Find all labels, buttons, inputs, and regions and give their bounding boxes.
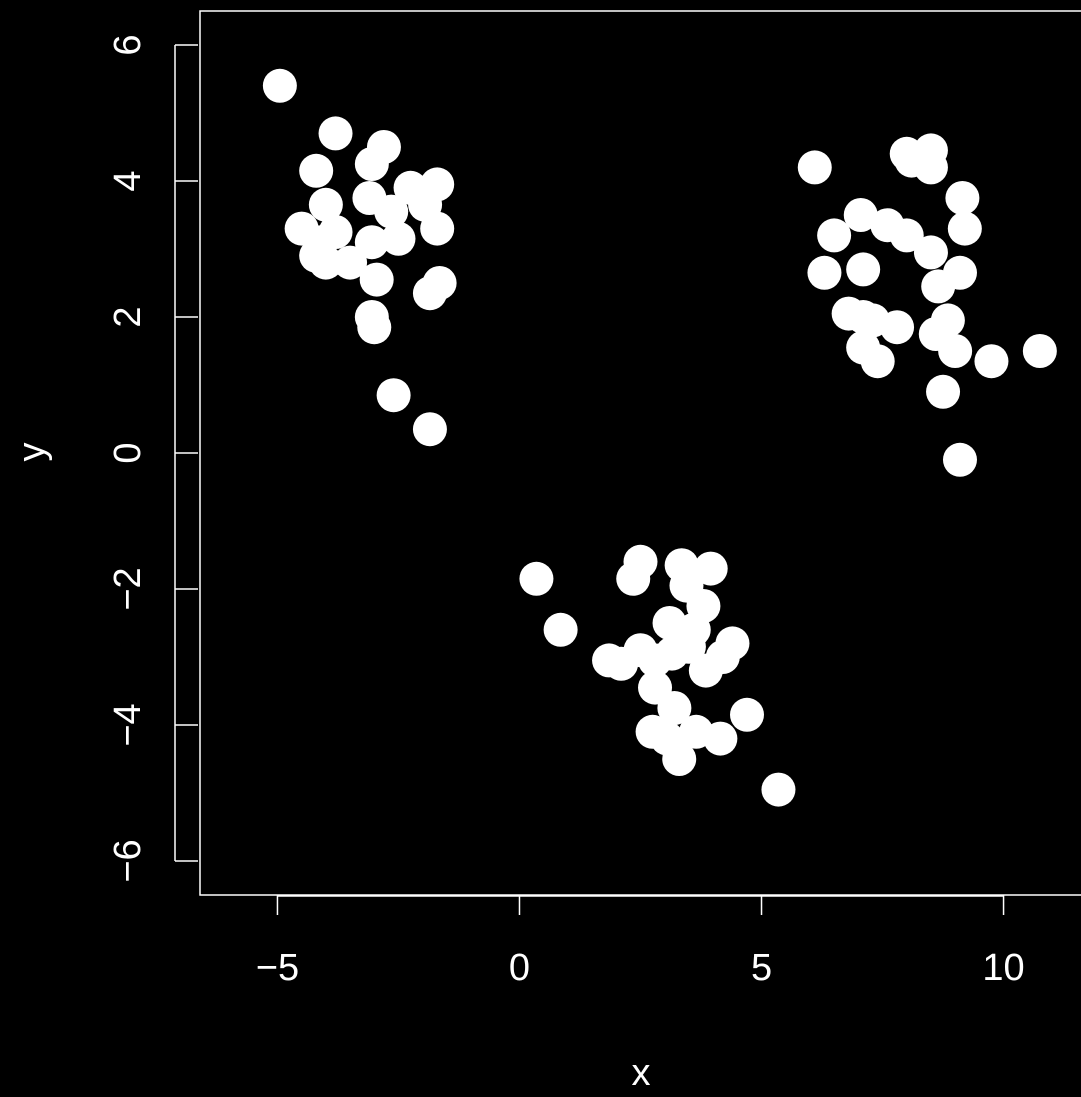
scatter-point xyxy=(889,218,924,253)
scatter-point xyxy=(1022,334,1057,368)
scatter-point xyxy=(299,153,334,188)
scatter-point xyxy=(913,150,948,185)
scatter-point xyxy=(654,636,689,671)
scatter-point xyxy=(843,198,878,232)
scatter-point xyxy=(381,221,416,256)
scatter-point xyxy=(318,116,353,151)
scatter-point xyxy=(420,211,455,246)
scatter-point xyxy=(705,640,740,674)
scatter-point xyxy=(974,344,1009,379)
scatter-point xyxy=(860,344,895,379)
scatter-point xyxy=(846,252,881,287)
x-tick-label: −5 xyxy=(256,947,299,989)
y-tick-label: 2 xyxy=(107,306,149,327)
scatter-point xyxy=(693,551,728,586)
x-tick-label: 5 xyxy=(751,947,772,989)
x-axis: −5 0 5 10 xyxy=(256,895,1025,989)
scatter-point xyxy=(880,310,915,345)
scatter-point xyxy=(359,262,394,297)
scatter-point xyxy=(616,561,651,596)
scatter-point xyxy=(354,147,389,181)
scatter-point xyxy=(703,721,738,756)
plot-border xyxy=(199,10,1081,896)
scatter-point xyxy=(308,187,343,222)
scatter-point xyxy=(926,374,961,409)
scatter-point xyxy=(921,269,956,304)
scatter-point xyxy=(543,612,578,647)
scatter-point xyxy=(412,276,447,311)
points-layer xyxy=(262,68,1057,807)
scatter-point xyxy=(942,442,977,477)
scatter-point xyxy=(333,245,368,280)
x-axis-title: x xyxy=(632,1052,651,1094)
scatter-point xyxy=(357,310,392,345)
scatter-point xyxy=(318,215,353,249)
scatter-point xyxy=(662,742,697,776)
scatter-point xyxy=(913,235,948,270)
y-tick-label: 6 xyxy=(107,34,149,55)
y-tick-label: −2 xyxy=(107,567,149,610)
y-tick-label: −4 xyxy=(107,703,149,746)
y-tick-label: 4 xyxy=(107,170,149,191)
scatter-point xyxy=(354,225,389,260)
scatter-point xyxy=(817,218,852,253)
scatter-point xyxy=(761,772,796,807)
y-axis: −6 −4 −2 0 2 4 6 xyxy=(107,34,198,883)
scatter-point xyxy=(846,300,881,334)
x-tick-label: 0 xyxy=(509,947,530,989)
scatter-point xyxy=(945,181,980,215)
scatter-point xyxy=(797,150,832,185)
y-axis-title: y xyxy=(11,443,53,462)
scatter-point xyxy=(938,334,973,368)
y-tick-label: 0 xyxy=(107,442,149,463)
scatter-point xyxy=(412,412,447,447)
scatter-point xyxy=(308,245,343,280)
scatter-point xyxy=(604,646,639,681)
scatter-point xyxy=(947,211,982,246)
scatter-point xyxy=(519,561,554,596)
scatter-point xyxy=(729,697,764,732)
scatter-point xyxy=(657,691,692,725)
scatter-point xyxy=(374,194,409,229)
scatter-point xyxy=(262,68,297,103)
plot-frame xyxy=(199,10,1081,896)
x-tick-label: 10 xyxy=(982,947,1024,989)
scatter-point xyxy=(807,255,842,290)
y-tick-label: −6 xyxy=(107,839,149,882)
scatter-point xyxy=(376,378,411,413)
